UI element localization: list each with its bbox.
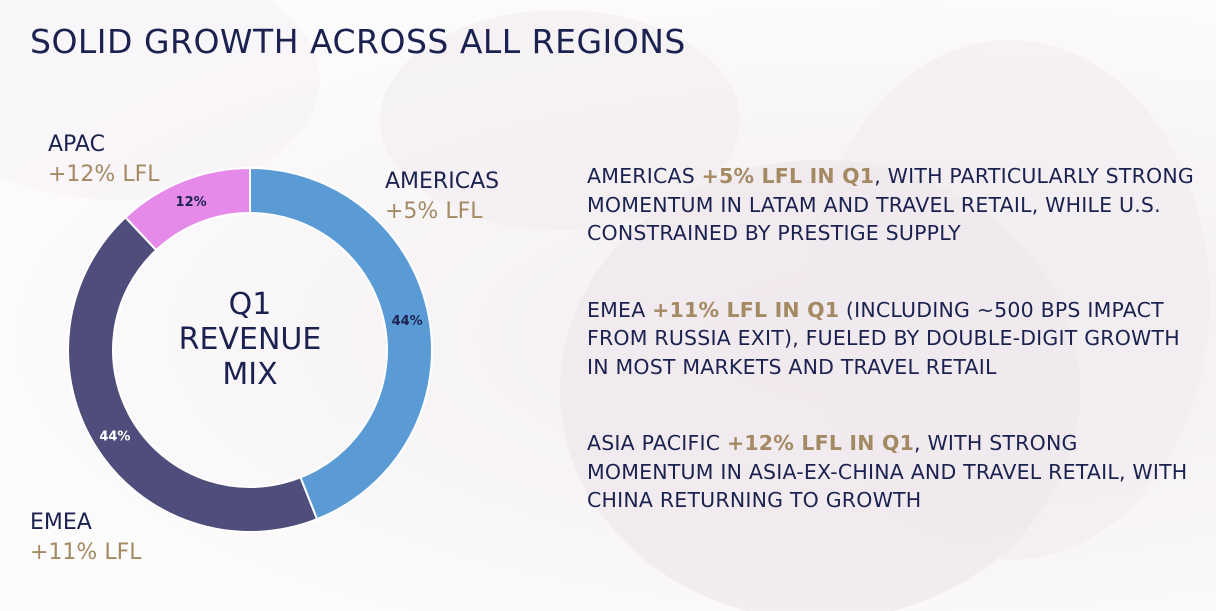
- center-label-line-2: REVENUE: [178, 322, 322, 357]
- donut-slice-emea: [67, 215, 319, 533]
- apac-lfl: +12% LFL: [48, 162, 160, 187]
- bullet-region: ASIA PACIFIC: [587, 431, 721, 455]
- bullet-region: AMERICAS: [587, 164, 695, 188]
- apac-label: APAC +12% LFL: [48, 130, 160, 190]
- bullet-highlight: +5% LFL IN Q1: [701, 164, 875, 188]
- emea-name: EMEA: [30, 510, 92, 535]
- emea-lfl: +11% LFL: [30, 540, 142, 565]
- center-label-line-3: MIX: [222, 357, 278, 392]
- americas-name: AMERICAS: [385, 169, 500, 194]
- bullet-asia-pacific: ASIA PACIFIC +12% LFL IN Q1, WITH STRONG…: [587, 429, 1197, 515]
- apac-name: APAC: [48, 132, 105, 157]
- americas-label: AMERICAS +5% LFL: [385, 167, 499, 227]
- region-commentary: AMERICAS +5% LFL IN Q1, WITH PARTICULARL…: [587, 162, 1197, 563]
- donut-center-label: Q1 REVENUE MIX: [150, 287, 350, 392]
- bullet-text: (INCLUDING ~500 BPS IMPACT FROM RUSSIA E…: [587, 297, 1180, 379]
- bullet-region: EMEA: [587, 297, 646, 322]
- bullet-text: , WITH STRONG MOMENTUM IN ASIA-EX-CHINA …: [587, 431, 1188, 512]
- donut-slice-americas: [249, 166, 433, 521]
- bullet-highlight: +12% LFL IN Q1: [726, 431, 915, 455]
- emea-label: EMEA +11% LFL: [30, 508, 142, 568]
- bullet-text: , WITH PARTICULARLY STRONG MOMENTUM IN L…: [587, 164, 1194, 245]
- donut-data-label-americas: 44%: [392, 314, 423, 329]
- donut-data-label-emea: 44%: [99, 430, 130, 445]
- revenue-mix-donut-chart: 44% 44% 12%: [67, 166, 433, 533]
- bullet-emea: EMEA +11% LFL IN Q1 (INCLUDING ~500 BPS …: [587, 296, 1197, 382]
- bullet-americas: AMERICAS +5% LFL IN Q1, WITH PARTICULARL…: [587, 162, 1197, 248]
- americas-lfl: +5% LFL: [385, 199, 483, 224]
- donut-data-label-apac: 12%: [176, 195, 207, 210]
- donut-slice-apac: [123, 166, 251, 252]
- bullet-highlight: +11% LFL IN Q1: [652, 297, 840, 322]
- center-label-line-1: Q1: [228, 287, 272, 322]
- page-title: SOLID GROWTH ACROSS ALL REGIONS: [30, 22, 686, 61]
